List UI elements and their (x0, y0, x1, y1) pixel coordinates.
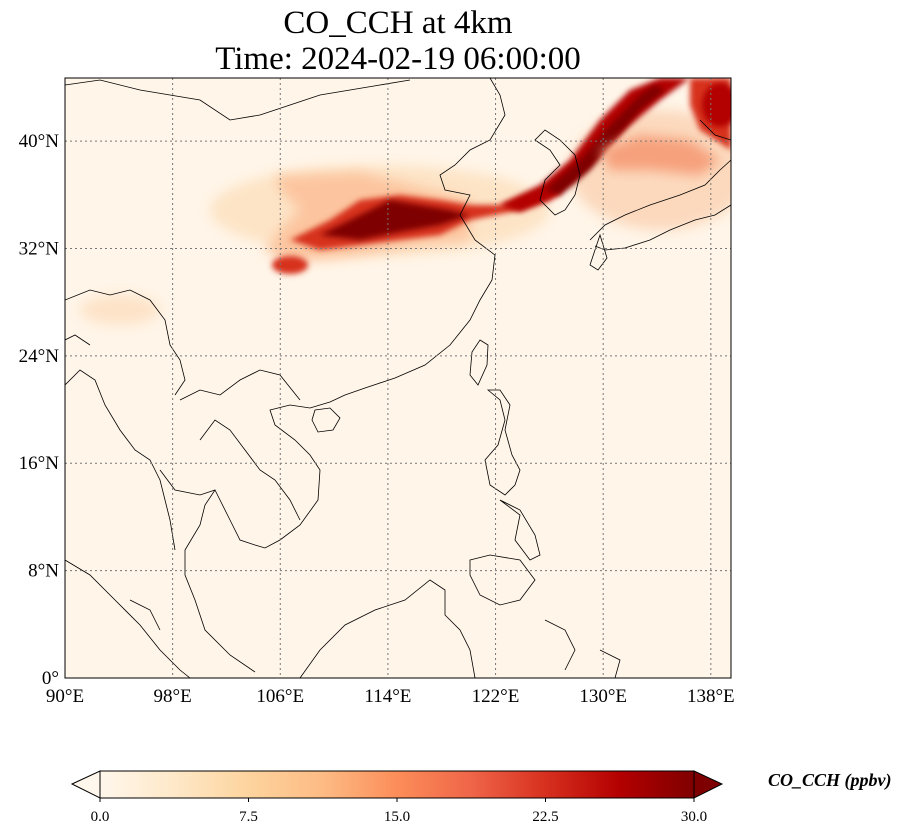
map-frame (64, 77, 732, 679)
x-tick-label: 114°E (364, 686, 411, 707)
colorbar: 0.0 7.5 15.0 22.5 30.0 (70, 770, 724, 825)
x-tick-label: 98°E (154, 686, 192, 707)
y-tick-label: 32°N (19, 238, 60, 259)
colorbar-max-extend (693, 770, 724, 799)
y-tick-label: 24°N (19, 346, 60, 367)
colorbar-tick-label: 0.0 (91, 809, 110, 825)
map-title-line2: Time: 2024-02-19 06:00:00 (215, 41, 581, 77)
gridlines (65, 78, 731, 678)
y-tick-label: 0° (42, 668, 59, 689)
y-axis-ticks: 0° 8°N 16°N 24°N 32°N 40°N (19, 131, 60, 689)
co-concentration-field (65, 78, 731, 678)
colorbar-tick-label: 22.5 (532, 809, 558, 825)
colorbar-tick-label: 15.0 (384, 809, 410, 825)
colorbar-label: CO_CCH (ppbv) (768, 770, 892, 790)
colorbar-tick-label: 7.5 (239, 809, 258, 825)
x-tick-label: 130°E (579, 686, 627, 707)
colorbar-min-extend (70, 770, 101, 799)
y-tick-label: 40°N (19, 131, 60, 152)
y-tick-label: 8°N (28, 561, 59, 582)
x-axis-ticks: 90°E 98°E 106°E 114°E 122°E 130°E 138°E (46, 686, 735, 707)
coastlines (65, 78, 731, 678)
colorbar-tick-label: 30.0 (681, 809, 707, 825)
x-tick-label: 90°E (46, 686, 84, 707)
y-tick-label: 16°N (19, 453, 60, 474)
x-tick-label: 138°E (687, 686, 735, 707)
colorbar-gradient (99, 770, 695, 799)
map-title-line1: CO_CCH at 4km (283, 5, 513, 41)
x-tick-label: 122°E (472, 686, 520, 707)
x-tick-label: 106°E (256, 686, 304, 707)
